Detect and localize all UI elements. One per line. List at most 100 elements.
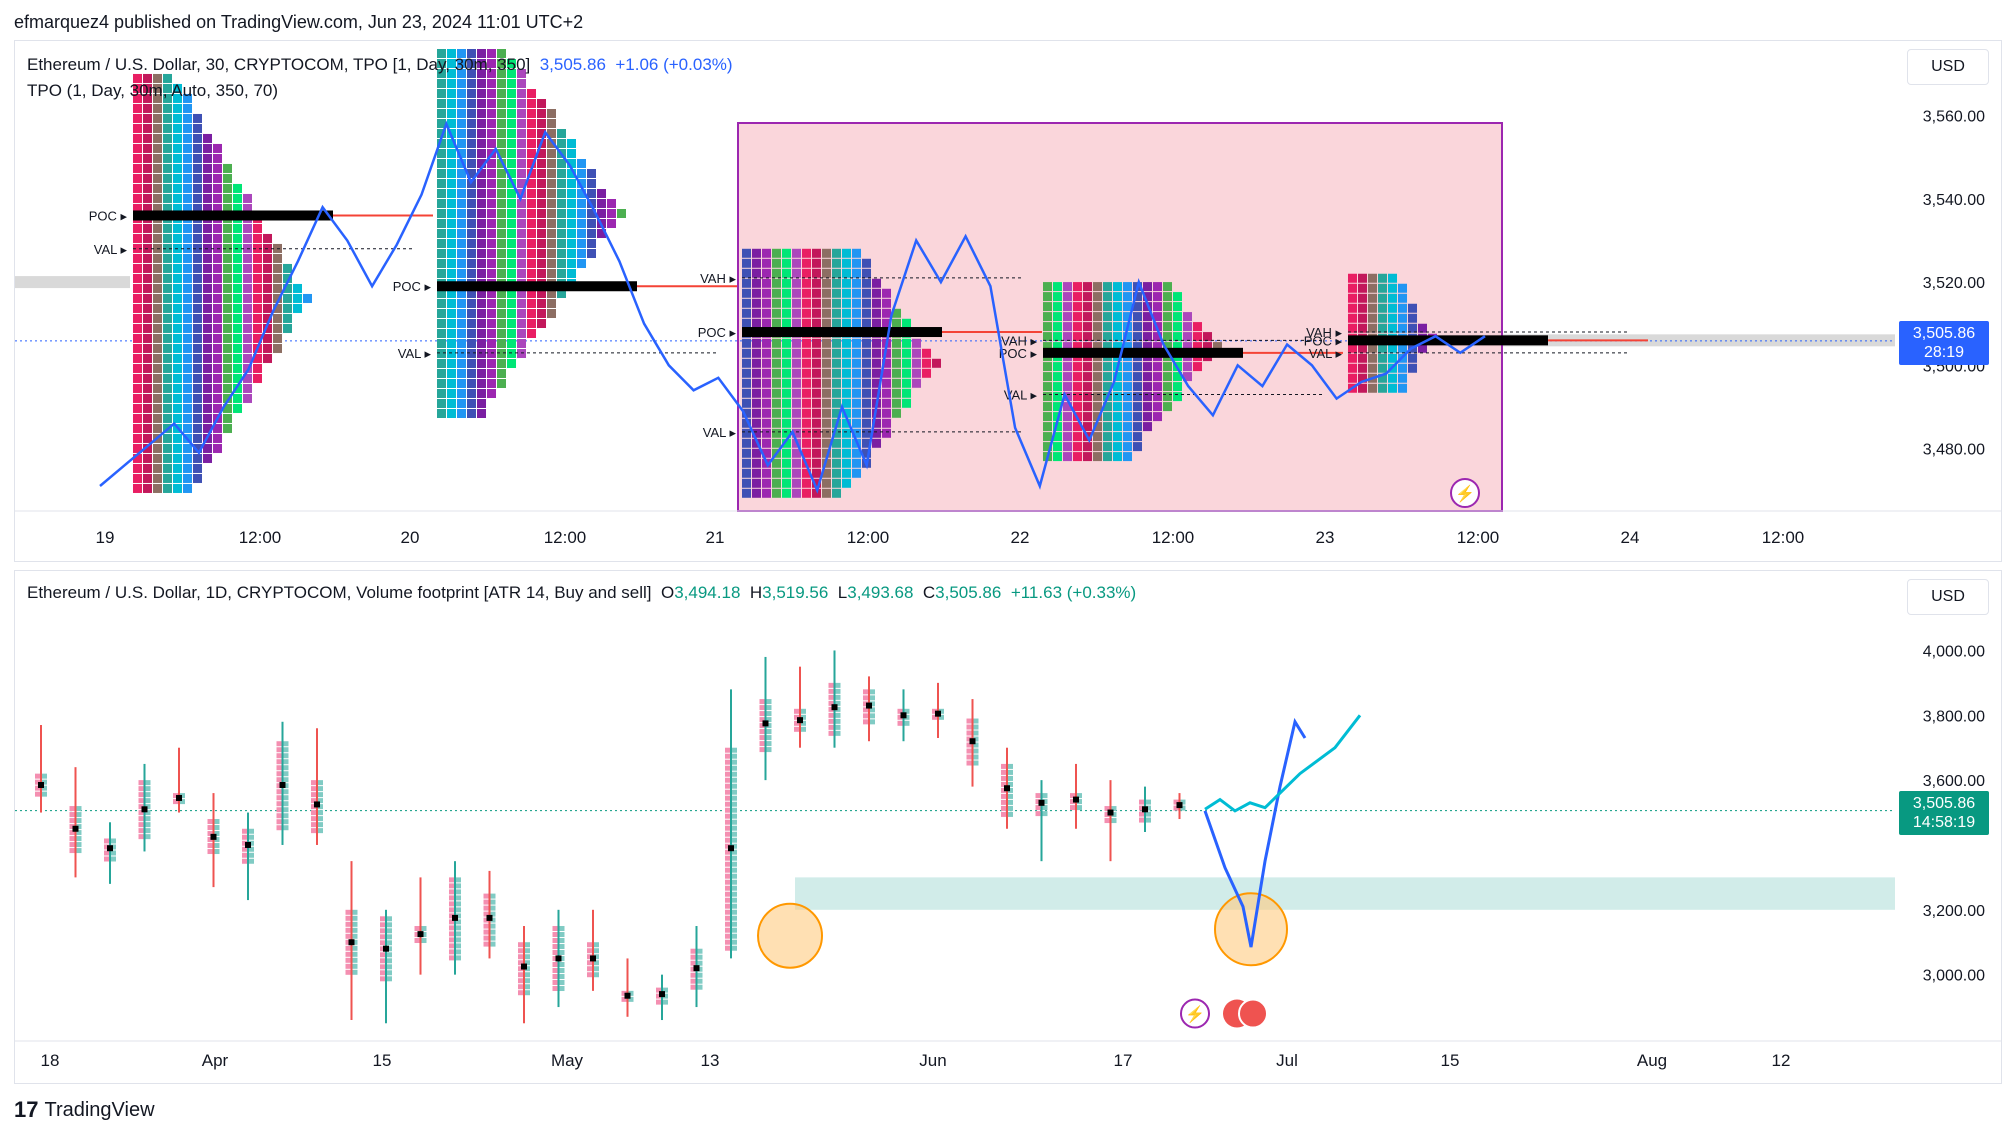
tpo-cell [203, 413, 212, 423]
tpo-cell [133, 133, 142, 143]
tpo-cell [557, 169, 566, 178]
footprint-sell-cell [138, 810, 144, 816]
tpo-cell [852, 368, 861, 378]
tpo-cell [437, 339, 446, 348]
tpo-cell [467, 129, 476, 138]
tpo-cell [457, 359, 466, 368]
tpo-cell [163, 93, 172, 103]
tpo-cell [153, 353, 162, 363]
low-label: L [837, 583, 848, 602]
tpo-cell [812, 378, 821, 388]
footprint-buy-cell [870, 713, 875, 719]
tpo-chart-canvas[interactable]: POC ▸VAL ▸POC ▸VAL ▸POC ▸VAL ▸VAH ▸POC ▸… [15, 41, 2001, 561]
tpo-cell [487, 89, 496, 98]
footprint-sell-cell [552, 986, 558, 992]
tpo-cell [1358, 273, 1367, 283]
tpo-cell [852, 248, 861, 258]
footprint-chart-pane[interactable]: Ethereum / U.S. Dollar, 1D, CRYPTOCOM, V… [14, 570, 2002, 1084]
tpo-cell [1053, 422, 1062, 432]
footprint-sell-cell [380, 946, 385, 952]
tpo-cell [1063, 402, 1072, 412]
tpo-cell [1358, 323, 1367, 333]
tpo-cell [842, 278, 851, 288]
tpo-cell [1378, 273, 1387, 283]
tpo-cell [203, 203, 212, 213]
footprint-chart-canvas[interactable]: ⚡3,000.003,200.003,600.003,800.004,000.0… [15, 571, 2001, 1083]
footprint-buy-cell [145, 828, 151, 834]
tpo-cell [193, 413, 202, 423]
footprint-sell-cell [276, 801, 282, 807]
footprint-sell-cell [828, 700, 834, 706]
tpo-cell [437, 309, 446, 318]
tpo-cell [1133, 342, 1142, 352]
tpo-cell [1378, 383, 1387, 393]
footprint-sell-cell [311, 780, 316, 786]
tpo-cell [497, 49, 506, 58]
y-tick-label: 3,200.00 [1923, 903, 1985, 920]
footprint-buy-cell [1111, 818, 1117, 824]
tpo-cell [517, 249, 526, 258]
tpo-cell [852, 378, 861, 388]
tpo-cell [852, 448, 861, 458]
tpo-cell [223, 163, 232, 173]
tpo-cell [457, 339, 466, 348]
footprint-buy-cell [283, 759, 289, 765]
tpo-cell [872, 438, 881, 448]
tpo-cell [1103, 282, 1112, 292]
currency-button-2[interactable]: USD [1907, 579, 1989, 615]
tpo-cell [812, 458, 821, 468]
tpo-cell [1408, 313, 1417, 323]
tpo-cell [153, 363, 162, 373]
tpo-cell [477, 399, 486, 408]
footprint-sell-cell [725, 831, 730, 837]
tpo-cell [143, 483, 152, 493]
tpo-cell [822, 318, 831, 328]
tpo-chart-pane[interactable]: Ethereum / U.S. Dollar, 30, CRYPTOCOM, T… [14, 40, 2002, 562]
tpo-cell [567, 179, 576, 188]
currency-button[interactable]: USD [1907, 49, 1989, 85]
tpo-cell [1053, 442, 1062, 452]
tpo-cell [517, 219, 526, 228]
footprint-sell-cell [518, 960, 523, 966]
footprint-buy-cell [387, 976, 392, 982]
tpo-cell [852, 358, 861, 368]
tpo-cell [203, 303, 212, 313]
tpo-cell [213, 303, 222, 313]
tpo-cell [133, 473, 142, 483]
tpo-cell [497, 379, 506, 388]
tpo-cell [283, 273, 292, 283]
tpo-cell [792, 278, 801, 288]
footprint-buy-cell [456, 955, 461, 961]
tpo-cell [153, 293, 162, 303]
tpo-cell [1083, 362, 1092, 372]
tpo-cell [507, 59, 516, 68]
tpo-cell [812, 468, 821, 478]
tpo-cell [437, 69, 446, 78]
tradingview-logo[interactable]: 17 TradingView [14, 1097, 155, 1123]
tpo-cell [832, 348, 841, 358]
tpo-cell [812, 388, 821, 398]
vah-label: VAH ▸ [1306, 325, 1342, 340]
tpo-cell [143, 153, 152, 163]
tpo-cell [527, 149, 536, 158]
tpo-cell [1153, 282, 1162, 292]
tpo-indicator-legend: TPO (1, Day, 30m, Auto, 350, 70) [27, 81, 278, 101]
tpo-cell [772, 258, 781, 268]
footprint-buy-cell [214, 831, 220, 837]
tpo-cell [772, 428, 781, 438]
footprint-sell-cell [173, 799, 178, 805]
tpo-cell [1093, 302, 1102, 312]
tpo-cell [183, 133, 192, 143]
footprint-sell-cell [552, 962, 558, 968]
tpo-cell [163, 143, 172, 153]
tpo-cell [802, 318, 811, 328]
footprint-sell-cell [1070, 793, 1075, 799]
tpo-cell [213, 443, 222, 453]
tpo-cell [507, 119, 516, 128]
footprint-buy-cell [352, 957, 358, 963]
tpo-cell [173, 153, 182, 163]
tpo-cell [437, 409, 446, 418]
tpo-cell [882, 408, 891, 418]
footprint-buy-cell [180, 793, 185, 799]
tpo-cell [143, 83, 152, 93]
